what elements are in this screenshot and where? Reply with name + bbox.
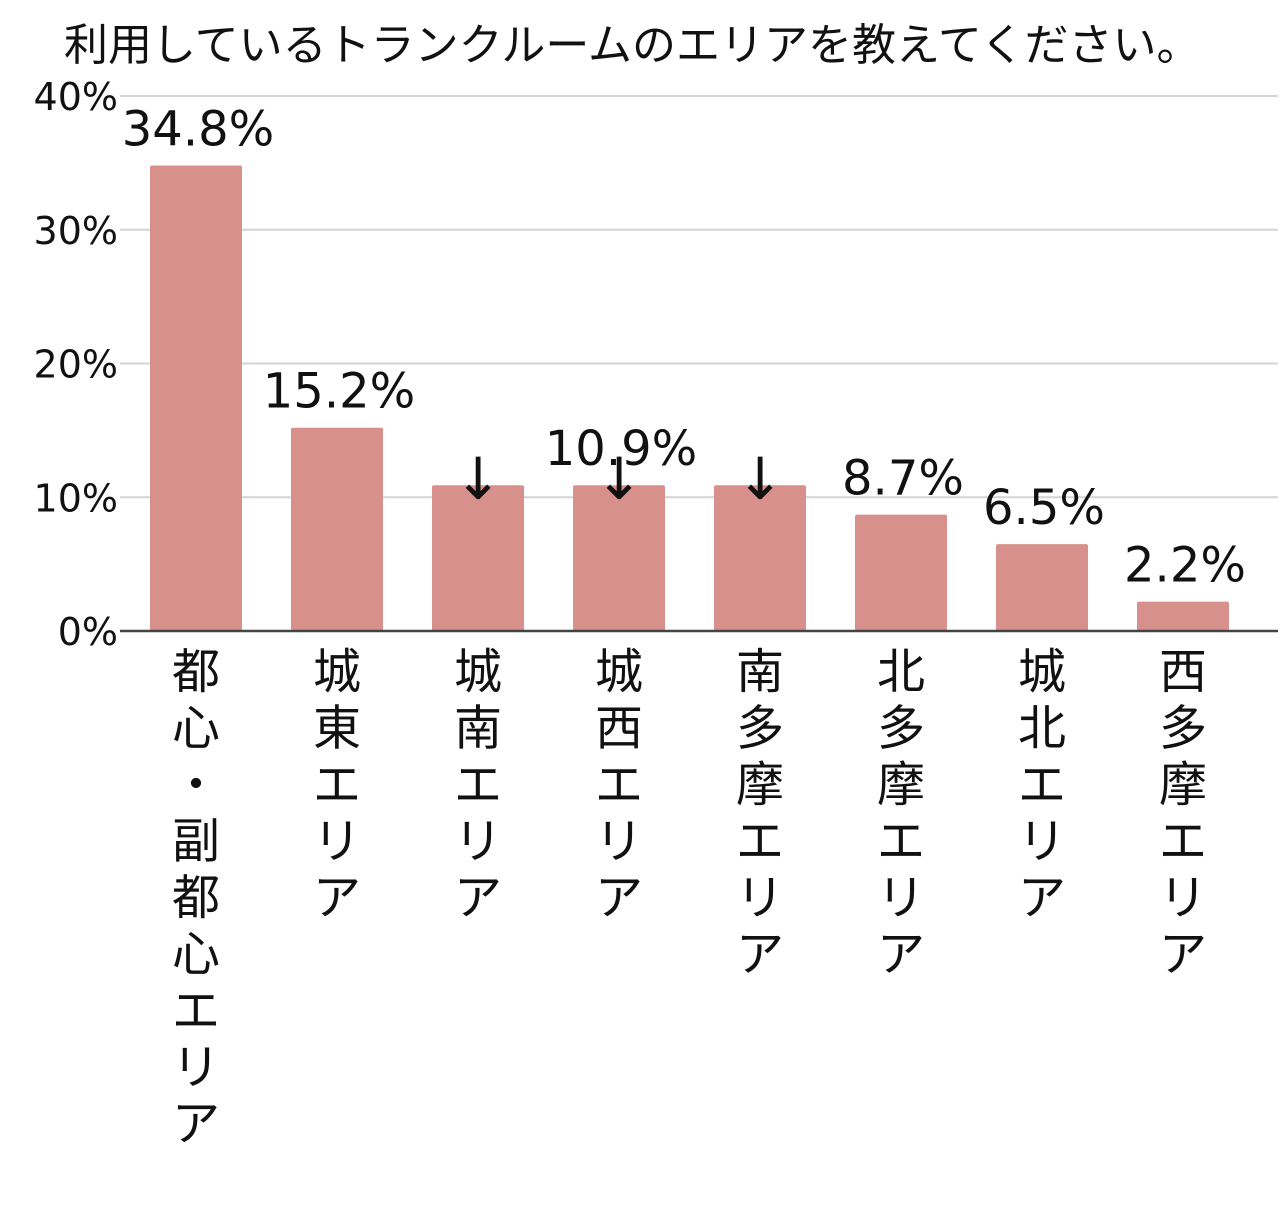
down-arrow-icon: ↓ (736, 445, 785, 513)
bar (150, 165, 242, 632)
bar (714, 485, 806, 631)
data-label: 10.9% (545, 421, 697, 477)
bar (855, 514, 947, 631)
data-label: 2.2% (1124, 538, 1246, 594)
data-label: 6.5% (983, 480, 1105, 536)
x-tick-label: 西多摩エリア (1159, 644, 1207, 983)
x-tick-label: 城北エリア (1018, 644, 1066, 926)
x-tick-label: 城南エリア (454, 644, 502, 926)
bar (432, 485, 524, 631)
x-tick-label: 南多摩エリア (736, 644, 784, 983)
data-label: 8.7% (842, 451, 964, 507)
y-tick-label: 30% (34, 209, 118, 253)
down-arrow-icon: ↓ (454, 445, 503, 513)
y-tick-label: 20% (34, 343, 118, 387)
data-label: 15.2% (263, 364, 415, 420)
y-tick-label: 40% (34, 75, 118, 119)
chart-title: 利用しているトランクルームのエリアを教えてください。 (64, 20, 1201, 71)
data-label: 34.8% (122, 102, 274, 158)
x-tick-label: 城西エリア (595, 644, 643, 926)
bar (573, 485, 665, 631)
y-tick-label: 0% (58, 610, 118, 654)
x-tick-label: 北多摩エリア (877, 644, 925, 983)
bar (291, 427, 383, 631)
bar (996, 544, 1088, 631)
bar (1137, 601, 1229, 631)
down-arrow-icon: ↓ (595, 445, 644, 513)
x-tick-label: 城東エリア (313, 644, 361, 926)
x-tick-label: 都心・副都心エリア (172, 644, 220, 1152)
y-tick-label: 10% (34, 476, 118, 520)
